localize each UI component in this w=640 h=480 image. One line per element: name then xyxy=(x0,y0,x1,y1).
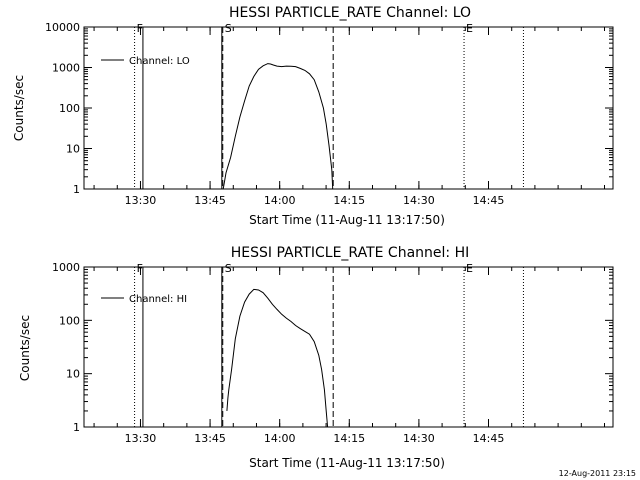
lo-marker-label: F xyxy=(137,22,143,35)
hi-y-tick-label: 10 xyxy=(66,368,80,381)
hi-x-tick-label: 14:30 xyxy=(403,432,435,445)
hi-chart-title: HESSI PARTICLE_RATE Channel: HI xyxy=(231,245,469,261)
hi-x-tick-label: 14:00 xyxy=(264,432,296,445)
generation-timestamp: 12-Aug-2011 23:15 xyxy=(559,469,636,478)
lo-series-line xyxy=(222,63,334,190)
lo-x-axis-label: Start Time (11-Aug-11 13:17:50) xyxy=(249,213,445,227)
hi-marker-label: E xyxy=(466,262,473,275)
lo-marker-label: S xyxy=(225,22,232,35)
hi-series-line xyxy=(226,288,329,428)
hi-y-tick-label: 1 xyxy=(73,421,80,434)
hi-x-tick-label: 13:45 xyxy=(194,432,226,445)
hi-x-tick-label: 13:30 xyxy=(125,432,157,445)
lo-chart-title: HESSI PARTICLE_RATE Channel: LO xyxy=(229,5,471,21)
lo-y-tick-label: 1000 xyxy=(52,62,80,75)
hi-y-tick-label: 100 xyxy=(59,314,80,327)
hi-y-axis-label: Counts/sec xyxy=(18,315,32,381)
lo-y-tick-label: 10 xyxy=(66,143,80,156)
lo-marker-label: E xyxy=(466,22,473,35)
hi-x-axis-label: Start Time (11-Aug-11 13:17:50) xyxy=(249,456,445,470)
hi-legend: Channel: HI xyxy=(101,294,187,305)
lo-y-tick-label: 100 xyxy=(59,102,80,115)
lo-x-tick-label: 13:30 xyxy=(125,194,157,207)
hi-legend-label: Channel: HI xyxy=(129,294,187,305)
lo-legend: Channel: LO xyxy=(101,56,190,67)
hi-marker-label: F xyxy=(137,262,143,275)
lo-x-tick-label: 13:45 xyxy=(194,194,226,207)
lo-x-tick-label: 14:00 xyxy=(264,194,296,207)
lo-y-tick-label: 1 xyxy=(73,183,80,196)
hi-x-tick-label: 14:15 xyxy=(333,432,365,445)
lo-plot-frame xyxy=(83,26,614,190)
lo-x-tick-label: 14:15 xyxy=(333,194,365,207)
lo-y-axis-label: Counts/sec xyxy=(12,75,26,141)
lo-y-tick-label: 10000 xyxy=(45,21,80,34)
lo-x-tick-label: 14:30 xyxy=(403,194,435,207)
hi-plot-frame xyxy=(83,266,614,428)
hi-marker-label: S xyxy=(225,262,232,275)
lo-legend-label: Channel: LO xyxy=(129,56,190,67)
hi-x-tick-label: 14:45 xyxy=(473,432,505,445)
hi-channel-panel: HESSI PARTICLE_RATE Channel: HI Counts/s… xyxy=(18,245,614,470)
lo-x-tick-label: 14:45 xyxy=(473,194,505,207)
hi-y-tick-label: 1000 xyxy=(52,261,80,274)
lo-channel-panel: HESSI PARTICLE_RATE Channel: LO Counts/s… xyxy=(12,5,614,227)
